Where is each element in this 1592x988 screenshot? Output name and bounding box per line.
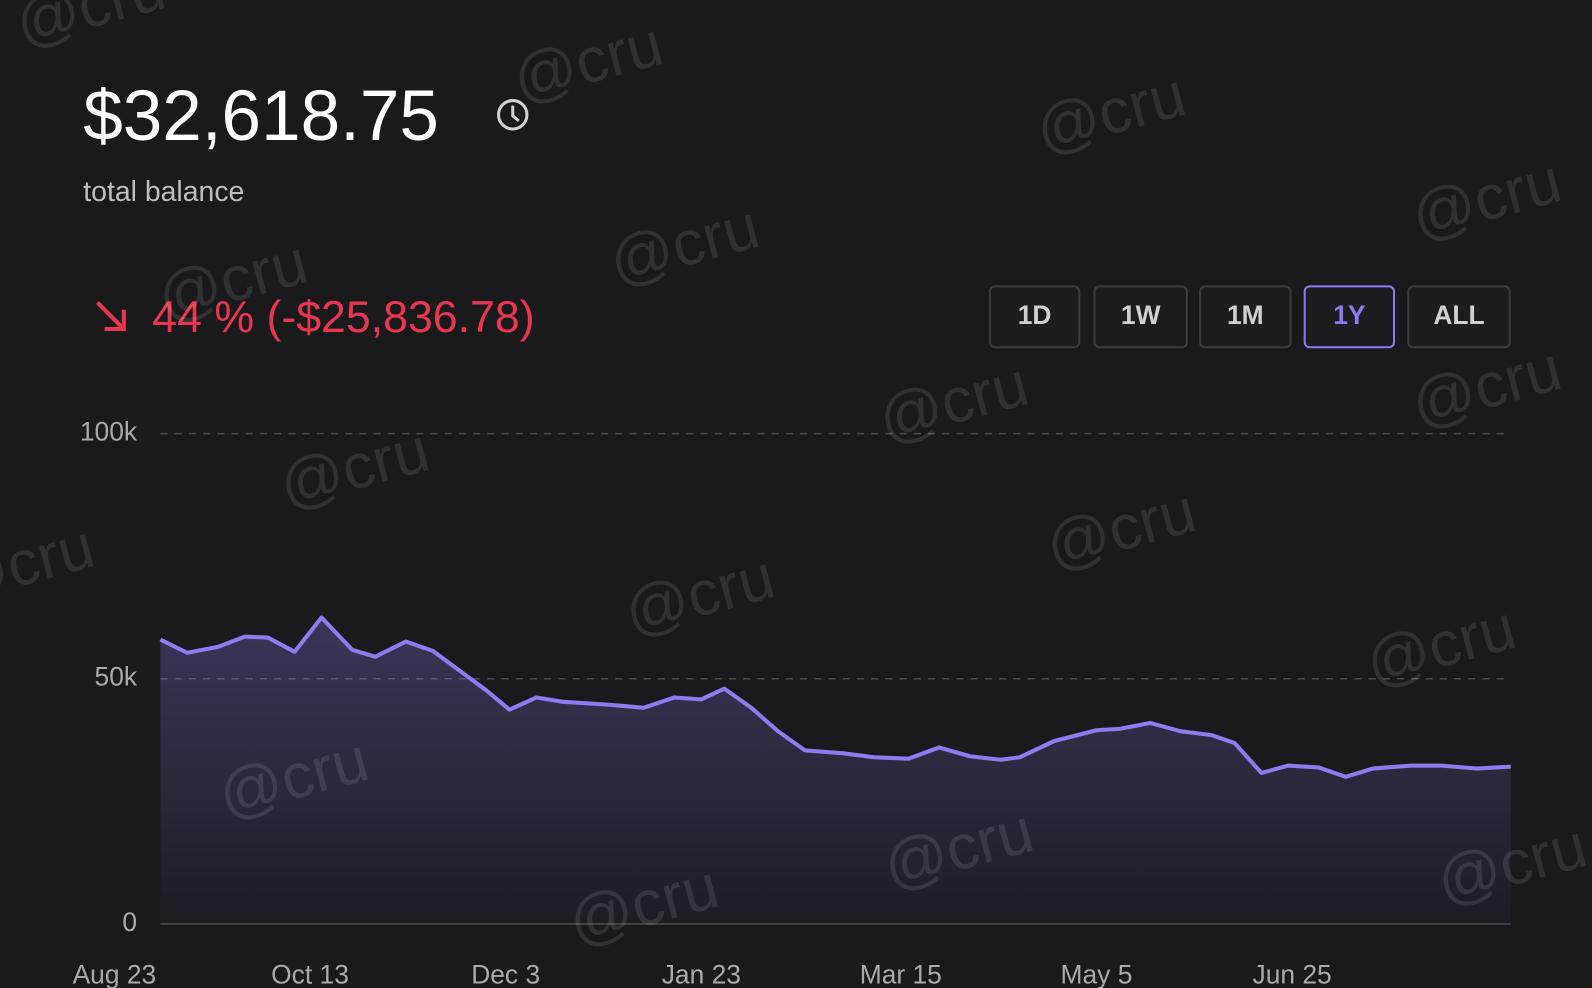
x-tick-label: Mar 15 <box>860 960 942 988</box>
button-label[interactable]: 1W <box>1121 300 1161 330</box>
button-frame[interactable] <box>1199 285 1292 349</box>
change: 44 % (-$25,836.78) <box>152 293 534 342</box>
button-label[interactable]: 1Y <box>1333 300 1366 330</box>
chart: 0 50k 100k Aug 23 Oct 13 Dec 3 Jan 23 Mar 15 May… <box>73 417 1511 988</box>
button-label[interactable]: 1D <box>1018 300 1052 330</box>
range-button[interactable]: 1M <box>1199 285 1292 349</box>
range-buttons: 1D 1W 1M 1Y ALL <box>988 285 1511 349</box>
x-tick-label: Jan 23 <box>662 960 741 988</box>
button-frame[interactable] <box>988 285 1081 349</box>
range-button[interactable]: 1Y <box>1303 285 1396 349</box>
range-button[interactable]: 1W <box>1093 285 1188 349</box>
x-tick-label: Dec 3 <box>471 960 540 988</box>
down-arrow-icon <box>96 301 126 332</box>
clock-icon <box>496 99 529 131</box>
balance: $32,618.75 <box>83 77 439 156</box>
range-button[interactable]: 1D <box>988 285 1081 349</box>
area-line <box>159 615 1511 779</box>
button-label[interactable]: ALL <box>1433 300 1484 330</box>
x-tick-label: Aug 23 <box>73 960 157 988</box>
range-button[interactable]: ALL <box>1407 285 1511 349</box>
area-fill <box>160 617 1511 924</box>
y-tick-label: 50k <box>95 662 138 692</box>
button-frame[interactable] <box>1303 285 1396 349</box>
button-frame[interactable] <box>1093 285 1188 349</box>
x-tick-label: Oct 13 <box>271 960 349 988</box>
x-tick-label: Jun 25 <box>1253 960 1332 988</box>
button-label[interactable]: 1M <box>1227 300 1264 330</box>
x-tick-label: May 5 <box>1061 960 1133 988</box>
balance-label: total balance <box>83 176 244 208</box>
button-frame[interactable] <box>1407 285 1511 349</box>
y-tick-label: 100k <box>80 417 138 447</box>
y-tick-label: 0 <box>122 907 137 937</box>
